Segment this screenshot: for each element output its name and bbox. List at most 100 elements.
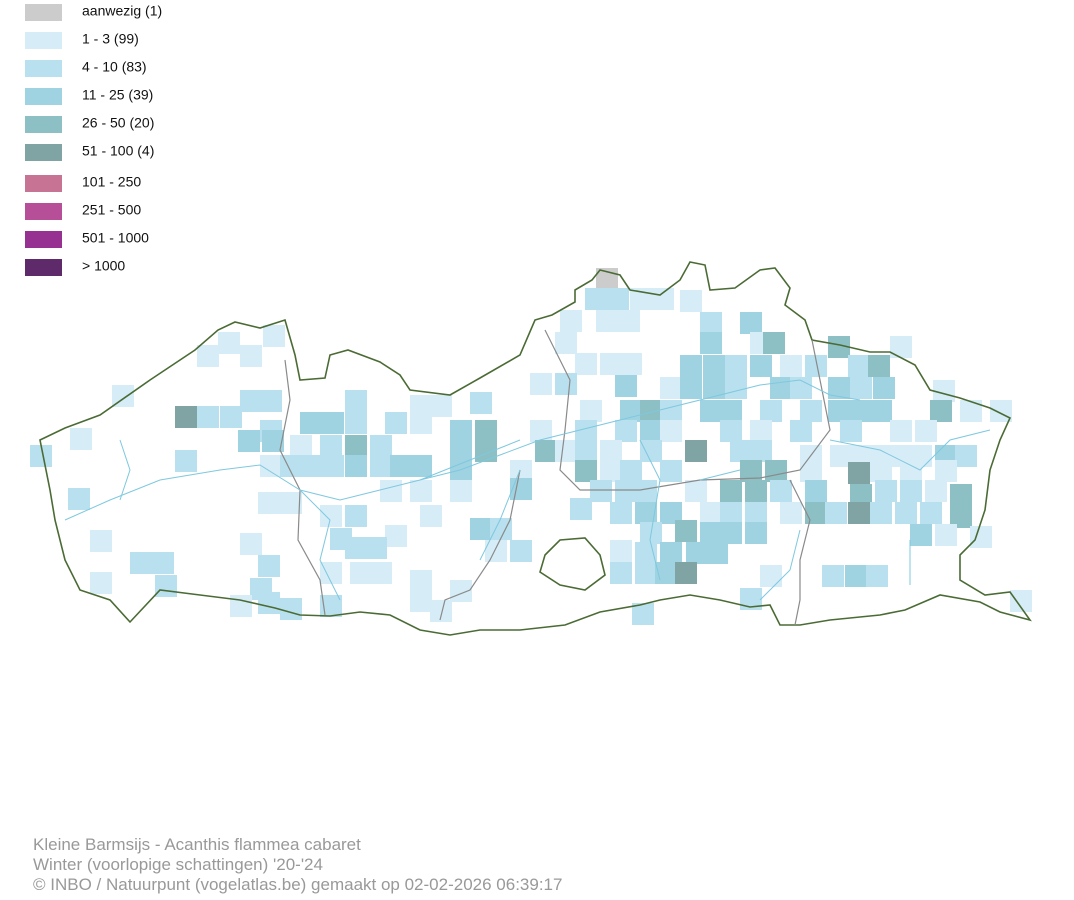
grid-cell [535, 440, 557, 462]
grid-cell [828, 400, 850, 422]
grid-cell [635, 480, 657, 502]
grid-cell [610, 540, 632, 562]
grid-cell [112, 385, 134, 407]
grid-cell [660, 400, 682, 422]
grid-cell [950, 506, 972, 528]
grid-cell [152, 552, 174, 574]
grid-cell [585, 288, 607, 310]
grid-cell [620, 353, 642, 375]
grid-cell [620, 400, 642, 422]
grid-cell [780, 502, 802, 524]
grid-cell [720, 522, 742, 544]
grid-cell [780, 355, 802, 377]
grid-cell [450, 480, 472, 502]
grid-cell [580, 400, 602, 422]
grid-cell [240, 390, 262, 412]
grid-cell [848, 355, 870, 377]
grid-cell [740, 460, 762, 482]
grid-cell [703, 355, 725, 377]
grid-cell [890, 336, 912, 358]
grid-cell [430, 600, 452, 622]
grid-cell [290, 435, 312, 457]
grid-cell [600, 353, 622, 375]
grid-cell [990, 400, 1012, 422]
grid-cell [420, 505, 442, 527]
grid-cell [848, 462, 870, 484]
grid-cell [660, 377, 682, 399]
grid-cell [238, 430, 260, 452]
grid-cell [870, 400, 892, 422]
grid-cell [370, 455, 392, 477]
grid-cell [745, 480, 767, 502]
grid-cell [700, 312, 722, 334]
grid-cell [262, 430, 284, 452]
grid-cell [675, 520, 697, 542]
grid-cell [870, 502, 892, 524]
grid-cell [910, 524, 932, 546]
grid-cell [470, 518, 492, 540]
grid-cell [197, 406, 219, 428]
grid-cell [635, 502, 657, 524]
grid-cell [240, 533, 262, 555]
grid-cell [720, 480, 742, 502]
grid-cell [700, 332, 722, 354]
grid-cell [510, 540, 532, 562]
grid-cell [560, 310, 582, 332]
grid-cell [370, 562, 392, 584]
grid-cell [350, 562, 372, 584]
grid-cell [607, 288, 629, 310]
grid-cell [675, 562, 697, 584]
grid-cell [175, 406, 197, 428]
grid-cell [920, 502, 942, 524]
legend-swatch [25, 203, 62, 220]
grid-cell [390, 455, 412, 477]
grid-cell [725, 377, 747, 399]
grid-cell [685, 480, 707, 502]
grid-cell [900, 480, 922, 502]
grid-cell [745, 502, 767, 524]
grid-cell [750, 440, 772, 462]
legend-swatch [25, 88, 62, 105]
grid-cell [930, 400, 952, 422]
grid-cell [450, 420, 472, 442]
grid-cell [720, 400, 742, 422]
grid-cell [660, 542, 682, 564]
grid-cell [620, 460, 642, 482]
legend-swatch [25, 116, 62, 133]
grid-cell [570, 498, 592, 520]
grid-cell [700, 502, 722, 524]
grid-cell [410, 590, 432, 612]
grid-cell [805, 480, 827, 502]
legend-label: 51 - 100 (4) [82, 143, 154, 159]
grid-cell [575, 460, 597, 482]
grid-cell [870, 460, 892, 482]
grid-cell [575, 420, 597, 442]
grid-cell [575, 353, 597, 375]
grid-cell [960, 400, 982, 422]
grid-cell [68, 488, 90, 510]
grid-cell [322, 455, 344, 477]
grid-cell [475, 420, 497, 442]
grid-cell [763, 332, 785, 354]
grid-cell [685, 440, 707, 462]
grid-cell [610, 562, 632, 584]
grid-cell [850, 377, 872, 399]
grid-cell [320, 595, 342, 617]
grid-cell [90, 530, 112, 552]
grid-cell [873, 377, 895, 399]
grid-cell [197, 345, 219, 367]
grid-cell [450, 440, 472, 462]
grid-cell [825, 502, 847, 524]
grid-cell [660, 420, 682, 442]
grid-cell [686, 542, 708, 564]
grid-cell [640, 440, 662, 462]
grid-cell [1010, 590, 1032, 612]
grid-cell [280, 598, 302, 620]
grid-cell [510, 460, 532, 482]
grid-cell [600, 440, 622, 462]
grid-cell [850, 400, 872, 422]
grid-cell [955, 445, 977, 467]
grid-cell [660, 502, 682, 524]
grid-cell [260, 390, 282, 412]
grid-cell [740, 312, 762, 334]
